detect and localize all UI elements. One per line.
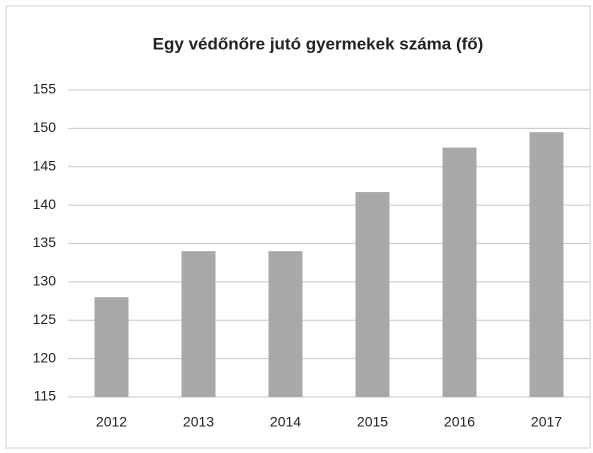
x-tick-label: 2017	[531, 414, 562, 430]
y-tick-label: 145	[33, 157, 57, 173]
y-tick-label: 120	[33, 349, 57, 365]
x-tick-label: 2014	[270, 414, 301, 430]
y-tick-label: 155	[33, 81, 57, 97]
bar	[268, 251, 303, 397]
x-tick-label: 2015	[357, 414, 388, 430]
x-tick-label: 2016	[444, 414, 475, 430]
y-tick-label: 125	[33, 311, 57, 327]
bar	[181, 251, 216, 397]
y-tick-label: 140	[33, 196, 57, 212]
y-tick-label: 150	[33, 119, 57, 135]
y-tick-label: 115	[34, 388, 57, 404]
y-tick-label: 130	[33, 273, 57, 289]
y-tick-label: 135	[33, 234, 57, 250]
bar	[355, 192, 390, 397]
chart-title: Egy védőnőre jutó gyermekek száma (fő)	[153, 34, 484, 53]
x-tick-label: 2012	[96, 414, 127, 430]
x-tick-label: 2013	[183, 414, 214, 430]
bar	[529, 132, 564, 397]
bar	[94, 297, 129, 397]
bar	[442, 147, 477, 397]
